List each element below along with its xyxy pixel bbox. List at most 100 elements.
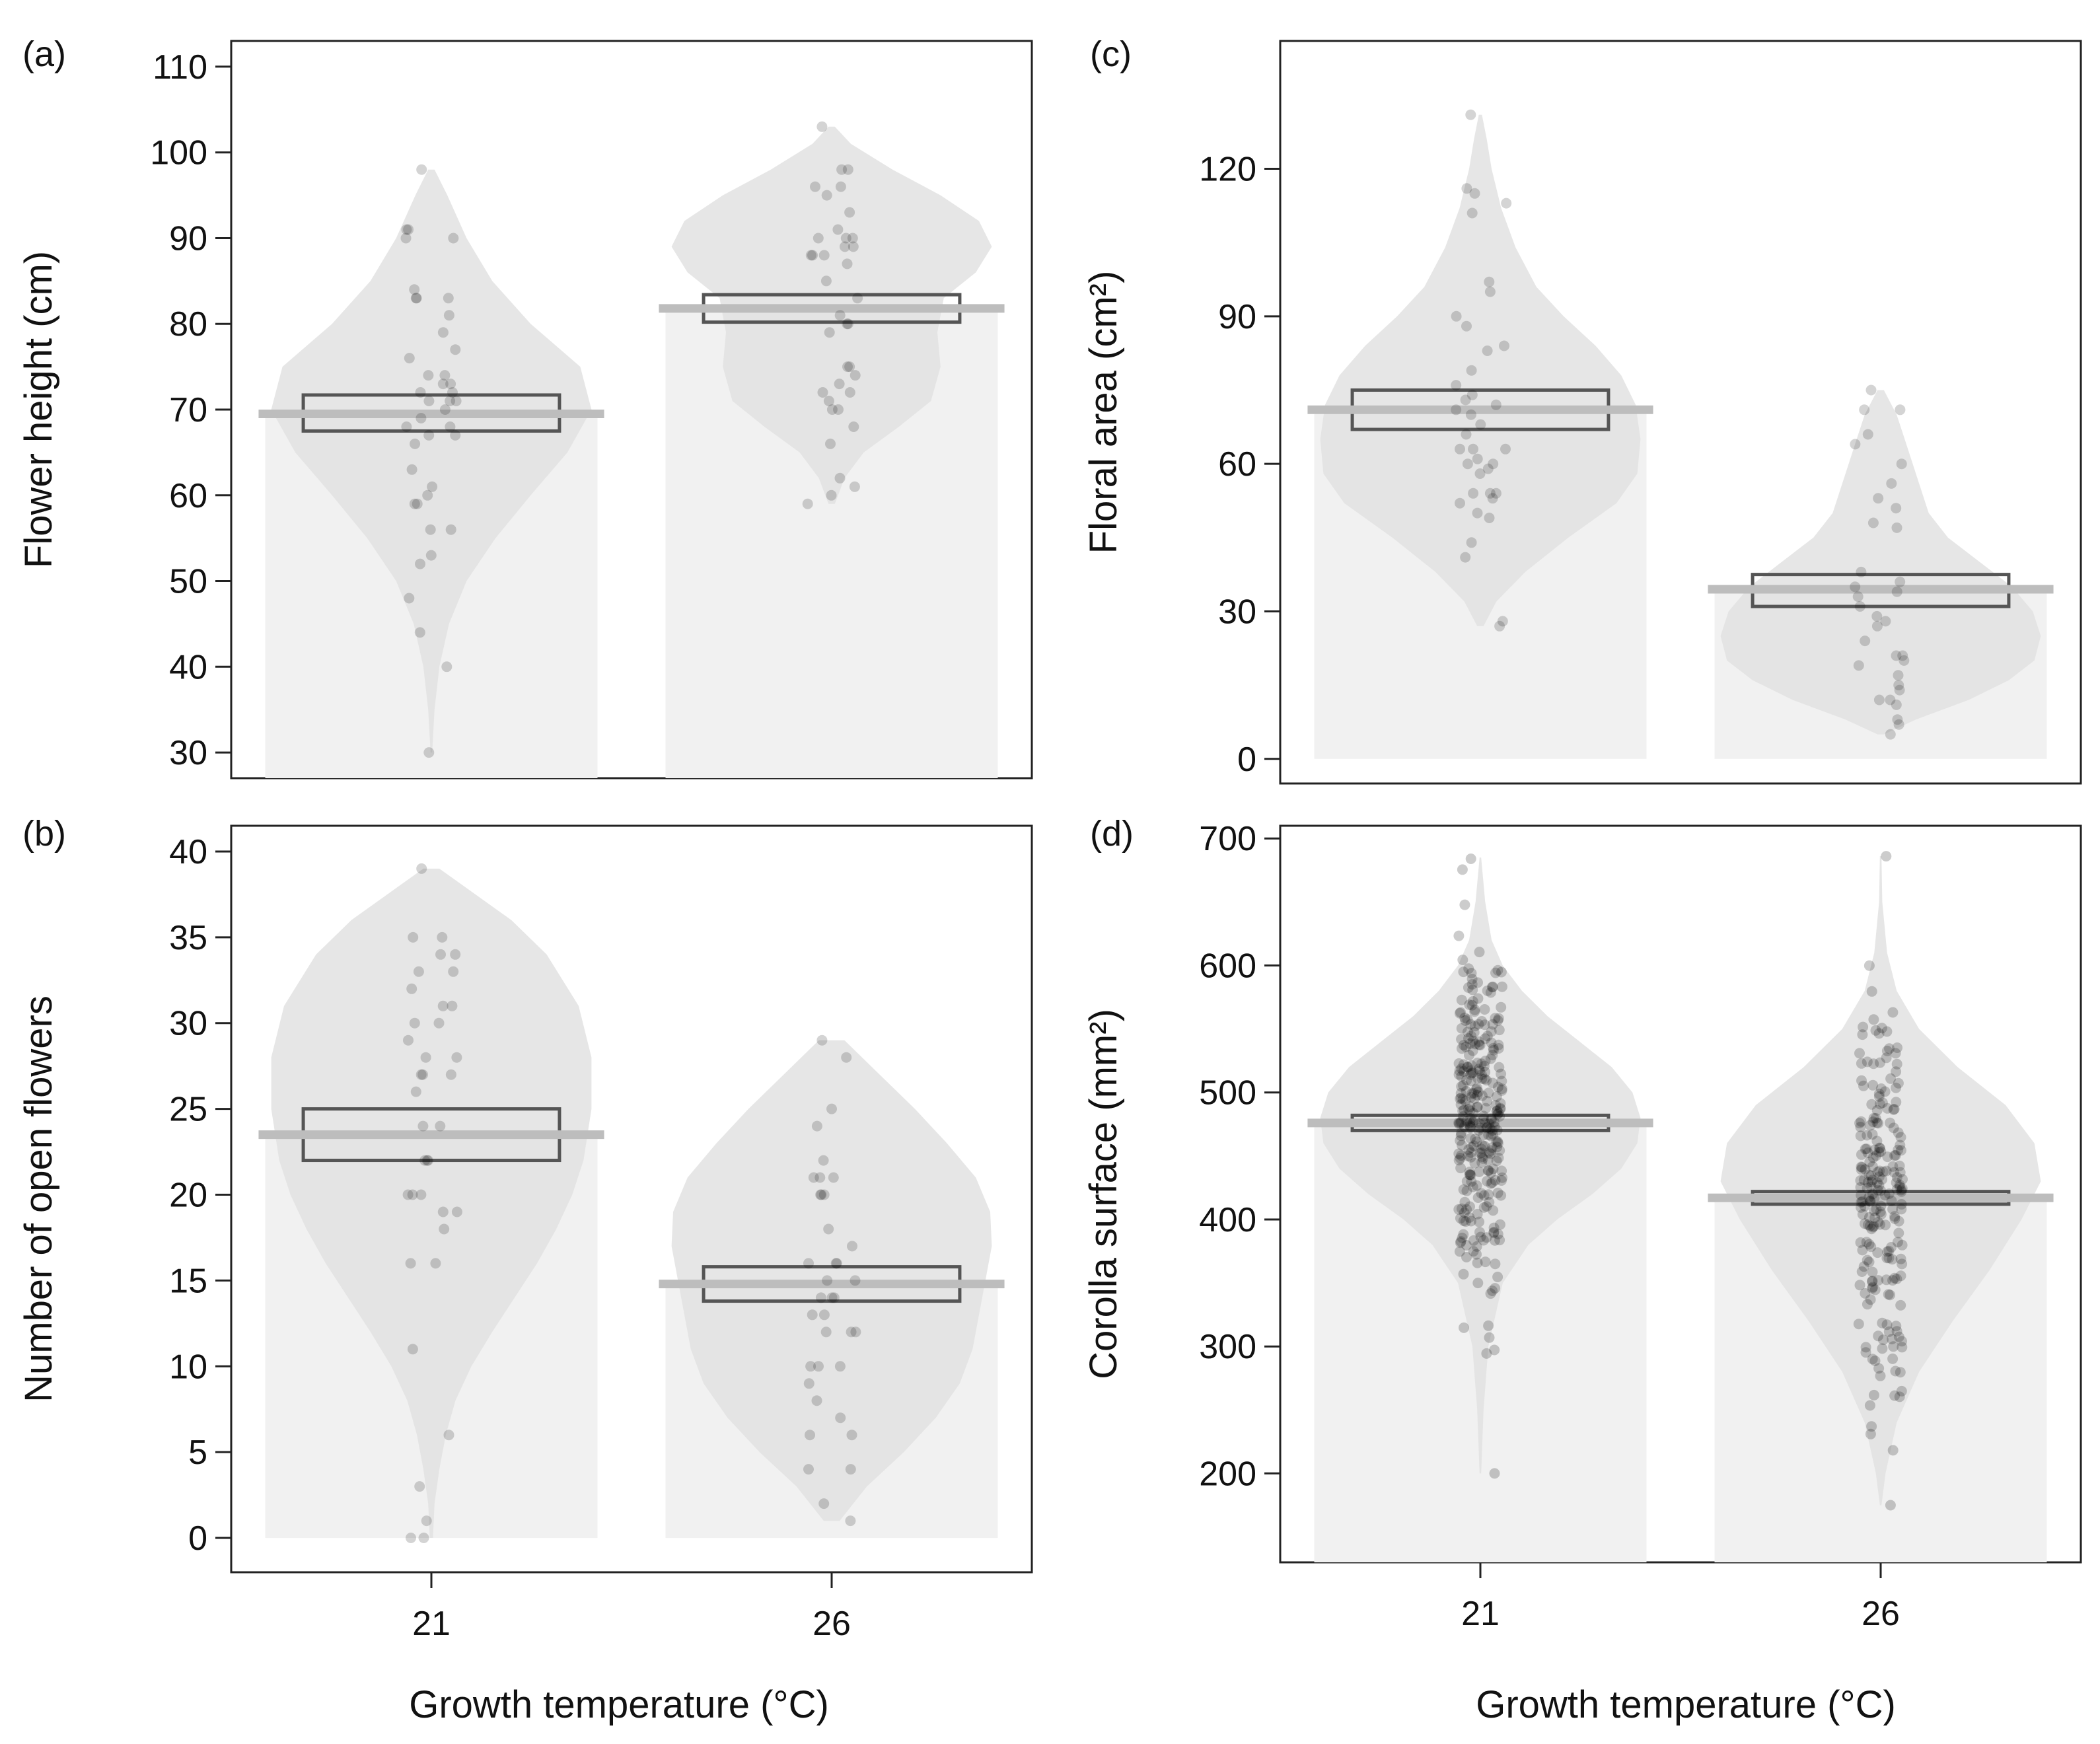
data-point-a-26 [852,293,863,304]
data-point-d-21 [1454,1246,1465,1257]
data-point-d-21 [1488,1044,1500,1056]
data-point-a-26 [826,490,837,501]
data-point-d-26 [1895,1145,1906,1156]
data-point-c-21 [1472,507,1483,519]
data-point-d-21 [1473,1019,1484,1030]
data-point-d-26 [1854,1048,1865,1059]
data-point-d-21 [1474,1064,1484,1074]
data-point-d-21 [1461,1204,1472,1215]
data-point-b-21 [417,1120,429,1132]
data-point-d-21 [1482,1165,1494,1176]
data-point-d-26 [1865,1294,1876,1305]
y-tick-label-c: 120 [1199,151,1256,189]
data-point-d-26 [1855,1175,1866,1186]
data-point-d-26 [1877,1343,1888,1354]
y-tick-label-a: 80 [169,305,207,344]
data-point-d-26 [1875,1200,1887,1212]
data-point-d-21 [1476,1073,1488,1084]
data-point-d-26 [1883,1188,1895,1199]
y-tick-label-b: 15 [169,1262,207,1300]
data-point-b-26 [815,1189,826,1200]
data-point-d-21 [1486,1114,1497,1125]
data-point-a-26 [835,181,846,192]
data-point-d-21 [1476,1069,1487,1080]
data-point-c-21 [1474,468,1486,479]
data-point-d-26 [1857,1209,1868,1220]
data-point-d-21 [1466,1176,1477,1187]
data-point-d-21 [1472,1102,1483,1113]
data-point-d-26 [1865,1428,1876,1439]
data-point-c-21 [1484,488,1496,499]
data-point-d-21 [1496,1075,1507,1087]
data-point-d-26 [1873,1363,1885,1374]
data-point-d-21 [1478,1202,1490,1213]
data-point-d-21 [1456,1203,1467,1214]
data-point-b-26 [847,1241,857,1252]
data-point-b-26 [811,1395,822,1406]
y-axis-label-b: Number of open flowers [17,996,60,1402]
data-point-a-26 [818,250,830,261]
data-point-d-26 [1875,1057,1885,1068]
data-point-d-26 [1881,1165,1892,1177]
data-point-d-21 [1463,1150,1474,1161]
data-point-b-26 [811,1120,822,1132]
data-point-d-21 [1487,1050,1498,1061]
data-point-d-21 [1472,1089,1483,1101]
data-point-d-21 [1465,1216,1476,1227]
data-point-d-21 [1492,1142,1503,1153]
data-point-b-26 [803,1258,814,1269]
data-point-d-26 [1860,1164,1871,1175]
data-point-d-26 [1864,960,1875,971]
data-point-d-26 [1895,1132,1906,1143]
data-point-a-26 [844,207,855,218]
data-point-c-21 [1451,380,1462,391]
data-point-d-21 [1457,955,1468,965]
data-point-a-26 [826,404,838,415]
data-point-b-26 [815,1172,826,1183]
violin-d-26 [1720,856,2041,1506]
data-point-d-21 [1492,1125,1503,1136]
y-tick-label-d: 300 [1199,1328,1256,1366]
data-point-a-21 [443,293,454,304]
data-point-d-21 [1478,1153,1488,1164]
data-point-d-26 [1864,1212,1875,1223]
data-point-d-26 [1897,1342,1908,1353]
data-point-d-21 [1496,1175,1507,1186]
data-point-d-21 [1453,1155,1465,1166]
data-point-d-26 [1864,1239,1875,1250]
data-point-c-21 [1461,429,1472,440]
data-point-d-26 [1865,1181,1877,1192]
data-point-d-21 [1483,1129,1494,1140]
data-point-d-21 [1469,1006,1480,1017]
data-point-d-26 [1855,1130,1866,1142]
data-point-d-21 [1468,1027,1480,1038]
data-point-a-26 [848,421,859,432]
data-point-d-21 [1494,1110,1505,1122]
data-point-d-26 [1856,1058,1867,1069]
data-point-d-21 [1496,1068,1507,1079]
data-point-d-21 [1464,1167,1475,1177]
data-point-c-26 [1856,566,1867,577]
data-point-d-21 [1484,1123,1496,1134]
data-point-c-26 [1896,458,1907,470]
data-point-c-26 [1850,439,1861,450]
data-point-d-21 [1486,1142,1498,1153]
data-point-a-21 [409,498,420,509]
data-point-c-21 [1466,537,1477,548]
data-point-c-21 [1462,458,1473,470]
data-point-d-21 [1469,1093,1480,1104]
data-point-d-26 [1891,1058,1902,1070]
panel-a: (a) Flower height (cm) 30 40 50 60 70 80 90 100 11… [17,34,1033,780]
data-point-d-21 [1481,1122,1492,1134]
data-point-d-21 [1463,1104,1474,1115]
data-point-d-21 [1472,1086,1484,1097]
data-point-d-26 [1860,1347,1871,1358]
data-point-d-21 [1481,1232,1492,1243]
data-point-d-26 [1894,1391,1905,1402]
data-point-d-21 [1496,1001,1507,1013]
data-point-d-21 [1492,964,1503,976]
data-point-c-21 [1487,493,1498,504]
data-point-d-26 [1853,1319,1864,1330]
data-point-d-26 [1874,1165,1885,1177]
data-point-d-26 [1862,1056,1873,1068]
